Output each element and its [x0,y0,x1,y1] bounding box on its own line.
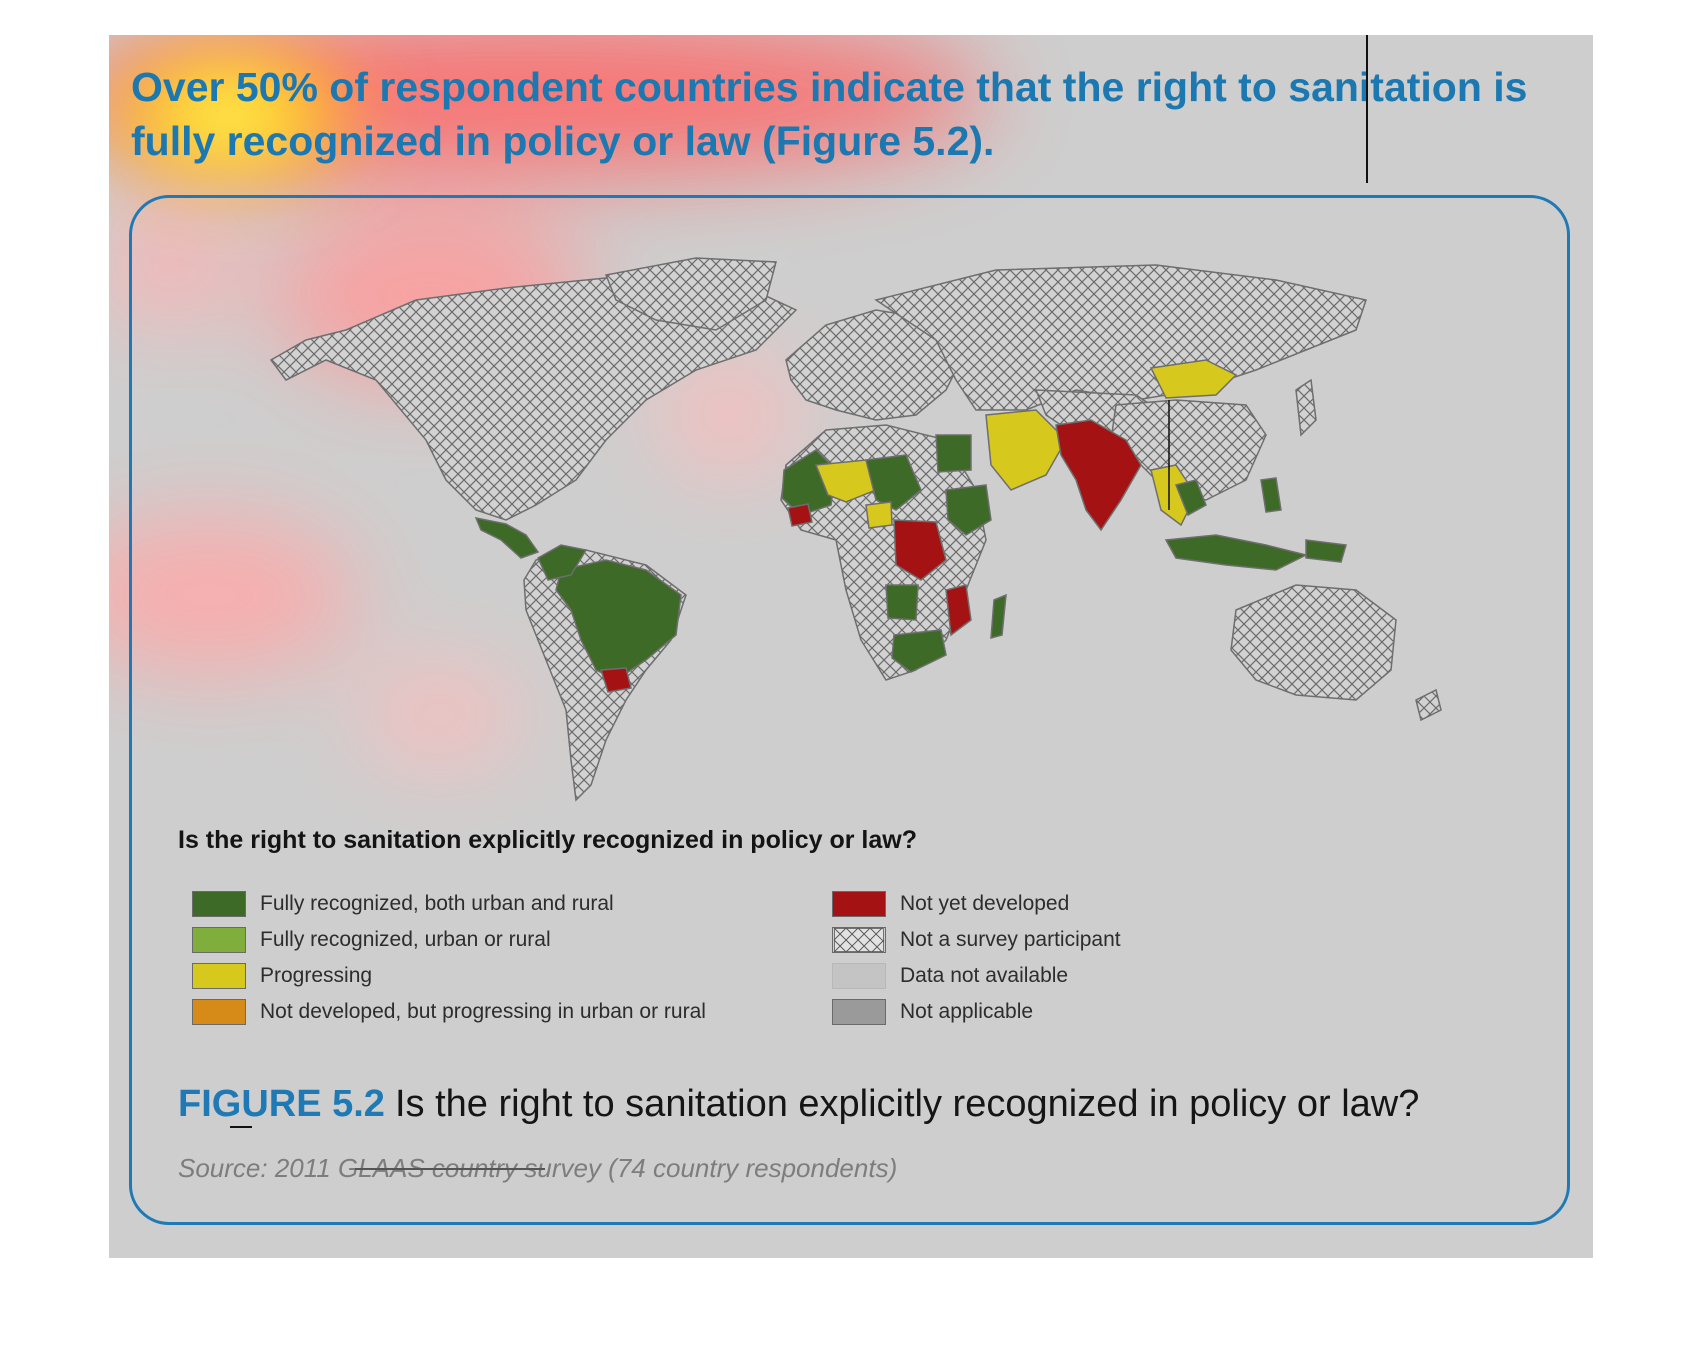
legend-left-column: Fully recognized, both urban and rural F… [192,886,706,1030]
legend-item: Progressing [192,958,706,994]
legend-label: Not a survey participant [900,928,1121,951]
legend-swatch-not-developed-progressing [192,999,246,1025]
legend-swatch-fully-both [192,891,246,917]
japan [1295,378,1317,437]
northern-south-america [537,544,588,581]
drc [893,519,947,581]
legend-label: Not applicable [900,1000,1034,1023]
middle-east [985,409,1067,491]
slide: Over 50% of respondent countries indicat… [109,35,1593,1258]
legend-label: Progressing [260,964,373,987]
brazil [555,559,682,681]
legend-item: Not a survey participant [832,922,1121,958]
mozambique [945,584,972,637]
legend-swatch-not-applicable [832,999,886,1025]
legend-swatch-progressing [192,963,246,989]
legend-title: Is the right to sanitation explicitly re… [178,826,918,854]
legend-swatch-not-yet-developed [832,891,886,917]
legend-swatch-not-participant [832,927,886,953]
greenland [604,257,777,331]
indonesia [1164,534,1309,571]
figure-box: Is the right to sanitation explicitly re… [129,195,1570,1225]
legend-item: Data not available [832,958,1121,994]
legend-label: Fully recognized, urban or rural [260,928,551,951]
philippines [1260,477,1282,513]
southern-africa [891,629,947,673]
legend-swatch-fully-urban-or-rural [192,927,246,953]
australia [1230,584,1397,701]
figure-caption-text: Is the right to sanitation explicitly re… [394,1083,1420,1125]
mongolia [1149,359,1238,399]
north-asia [874,264,1367,411]
figure-number: FIGURE 5.2 [178,1083,385,1125]
sahel-countries [814,459,877,503]
legend-item: Fully recognized, both urban and rural [192,886,706,922]
southeast-asia-green [1174,479,1207,517]
east-africa-horn [945,484,992,536]
egypt [935,434,972,473]
legend-item: Fully recognized, urban or rural [192,922,706,958]
central-america [474,516,540,559]
legend-label: Data not available [900,964,1069,987]
new-zealand [1415,688,1442,722]
legend-item: Not applicable [832,994,1121,1030]
text-cursor [1366,35,1368,183]
legend-swatch-data-not-available [832,963,886,989]
figure-caption: FIGURE 5.2 Is the right to sanitation exp… [178,1083,1419,1126]
west-africa-red [787,503,813,527]
strikethrough-mark [355,1168,545,1170]
legend-label: Not developed, but progressing in urban … [260,1000,706,1023]
legend-item: Not developed, but progressing in urban … [192,994,706,1030]
europe [785,309,967,421]
south-asia [1055,419,1142,532]
world-map [269,257,1442,802]
caption-mark [230,1126,252,1128]
legend-item: Not yet developed [832,886,1121,922]
headline: Over 50% of respondent countries indicat… [131,64,1528,164]
madagascar [990,593,1007,640]
west-africa-yellow [865,501,893,529]
legend-right-column: Not yet developed Not a survey participa… [832,886,1121,1030]
paraguay [599,667,632,693]
angola [885,584,919,621]
central-africa-north [865,454,922,511]
papua [1305,539,1347,563]
legend-label: Not yet developed [900,892,1070,915]
legend-label: Fully recognized, both urban and rural [260,892,614,915]
